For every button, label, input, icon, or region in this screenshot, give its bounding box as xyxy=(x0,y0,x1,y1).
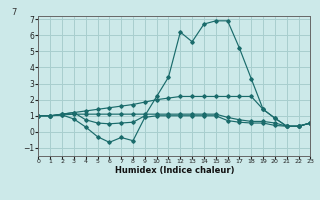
X-axis label: Humidex (Indice chaleur): Humidex (Indice chaleur) xyxy=(115,166,234,175)
Text: 7: 7 xyxy=(11,8,17,17)
